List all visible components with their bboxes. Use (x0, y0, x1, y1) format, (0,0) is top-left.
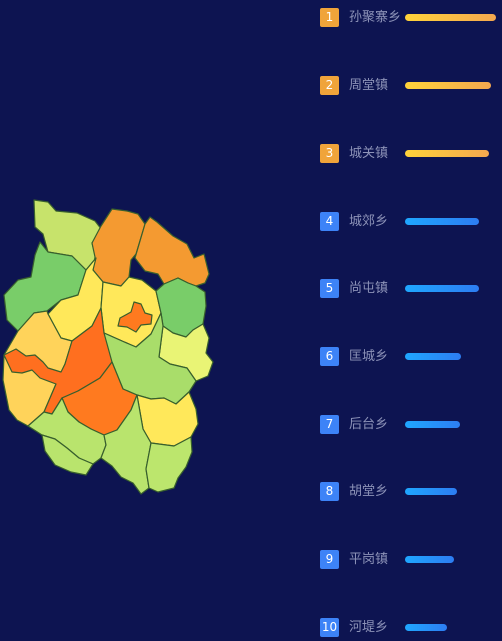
rank-name-4: 城郊乡 (349, 214, 389, 229)
rank-name-1: 孙聚寨乡 (349, 10, 402, 25)
rank-name-5: 尚屯镇 (349, 281, 389, 296)
rank-bar-9 (405, 556, 454, 563)
rank-name-3: 城关镇 (349, 146, 389, 161)
rank-name-7: 后台乡 (349, 417, 389, 432)
rank-bar-3 (405, 150, 489, 157)
rank-bar-1 (405, 14, 496, 21)
ranking-item-6: 6 匡城乡 (320, 347, 502, 367)
map-region-south-west-bottom[interactable] (41, 434, 94, 476)
ranking-item-7: 7 后台乡 (320, 415, 502, 435)
rank-name-9: 平岗镇 (349, 552, 389, 567)
rank-name-10: 河堤乡 (349, 620, 389, 635)
rank-bar-10 (405, 624, 447, 631)
ranking-item-10: 10 河堤乡 (320, 618, 502, 638)
rank-badge-7: 7 (320, 415, 339, 434)
rank-bar-7 (405, 421, 460, 428)
rank-badge-6: 6 (320, 347, 339, 366)
ranking-item-5: 5 尚屯镇 (320, 279, 502, 299)
rank-bar-2 (405, 82, 491, 89)
rank-bar-4 (405, 218, 479, 225)
ranking-item-4: 4 城郊乡 (320, 212, 502, 232)
ranking-item-8: 8 胡堂乡 (320, 482, 502, 502)
map-region-south-east-green[interactable] (145, 436, 193, 493)
ranking-item-3: 3 城关镇 (320, 144, 502, 164)
rank-bar-8 (405, 488, 457, 495)
ranking-list: 1 孙聚寨乡 2 周堂镇 3 城关镇 4 城郊乡 5 尚屯镇 6 匡城乡 (320, 8, 502, 638)
rank-badge-9: 9 (320, 550, 339, 569)
rank-badge-8: 8 (320, 482, 339, 501)
rank-bar-5 (405, 285, 479, 292)
rank-name-8: 胡堂乡 (349, 484, 389, 499)
rank-badge-3: 3 (320, 144, 339, 163)
map-region-north-center[interactable] (91, 208, 146, 287)
rank-badge-2: 2 (320, 76, 339, 95)
rank-badge-1: 1 (320, 8, 339, 27)
district-map (2, 199, 214, 495)
rank-bar-6 (405, 353, 461, 360)
rank-badge-4: 4 (320, 212, 339, 231)
map-region-north-east[interactable] (134, 216, 210, 287)
map-region-county-seat[interactable] (117, 301, 153, 333)
rank-badge-10: 10 (320, 618, 339, 637)
rank-badge-5: 5 (320, 279, 339, 298)
ranking-item-9: 9 平岗镇 (320, 550, 502, 570)
ranking-item-2: 2 周堂镇 (320, 76, 502, 96)
rank-name-6: 匡城乡 (349, 349, 389, 364)
ranking-item-1: 1 孙聚寨乡 (320, 8, 502, 28)
rank-name-2: 周堂镇 (349, 78, 389, 93)
